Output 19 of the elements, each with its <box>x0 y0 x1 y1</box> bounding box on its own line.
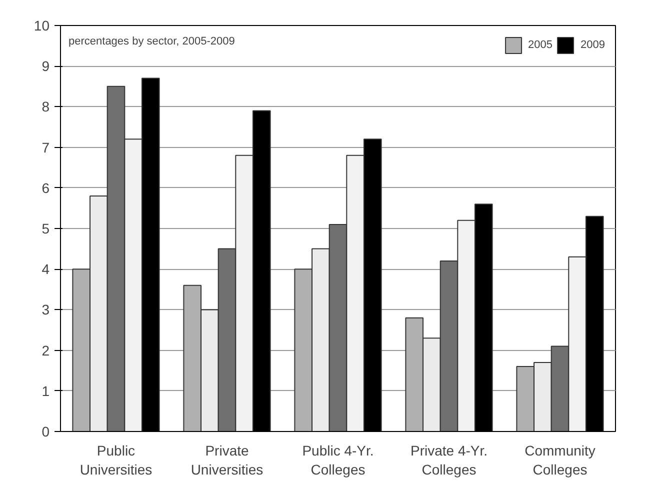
x-tick-label: Private Universities <box>190 442 264 478</box>
annotation: percentages by sector, 2005-2009 <box>68 36 235 48</box>
legend-label: 2009 <box>580 39 605 51</box>
x-tick-label: Private 4-Yr. Colleges <box>410 442 488 478</box>
x-tick-label: Community Colleges <box>524 442 596 478</box>
y-tick-label: 10 <box>34 18 50 34</box>
y-tick-label: 8 <box>42 98 50 115</box>
x-tick-label: Public 4-Yr. Colleges <box>302 442 374 478</box>
y-tick-label: 1 <box>42 382 50 399</box>
x-tick-label: Public Universities <box>80 442 152 478</box>
y-tick-label: 3 <box>42 302 50 318</box>
y-tick-label: 6 <box>42 180 50 196</box>
y-tick-label: 2 <box>42 342 50 358</box>
y-tick-label: 5 <box>42 220 50 236</box>
legend-label: 2005 <box>528 39 553 51</box>
y-tick-label: 0 <box>42 424 50 440</box>
y-tick-label: 7 <box>42 139 50 156</box>
y-tick-label: 4 <box>42 261 50 278</box>
y-tick-label: 9 <box>42 58 50 74</box>
